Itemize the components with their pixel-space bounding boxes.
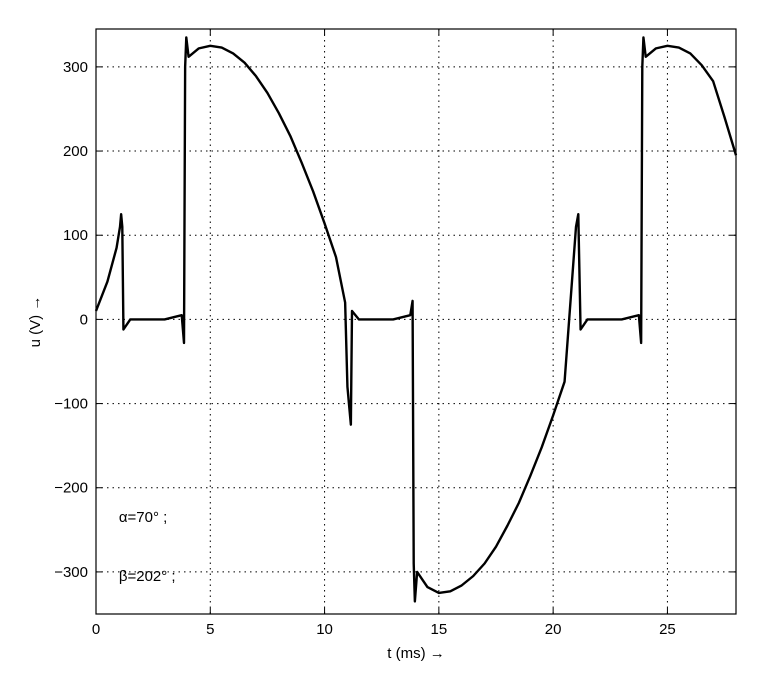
annotation-label: α=70° ; [119, 509, 167, 526]
y-tick-label: 300 [63, 59, 88, 76]
y-tick-label: −300 [54, 564, 88, 581]
y-tick-label: 200 [63, 143, 88, 160]
series-layer [94, 36, 738, 603]
x-tick-label: 15 [431, 621, 448, 638]
tick-layer: 0 5 10 15 20 25 −300 −200 −100 0 100 200 300 [54, 29, 736, 638]
x-axis-label: t (ms) → [387, 645, 445, 662]
x-tick-label: 5 [206, 621, 214, 638]
annotation-label: β=202° ; [119, 568, 176, 585]
y-tick-label: −100 [54, 396, 88, 413]
x-tick-label: 20 [545, 621, 562, 638]
series-line [94, 36, 738, 603]
annotation-layer: α=70° ; β=202° ; [119, 509, 176, 585]
x-tick-label: 25 [659, 621, 676, 638]
plot-frame [95, 28, 737, 615]
x-tick-label: 10 [316, 621, 333, 638]
y-tick-label: 0 [80, 311, 88, 328]
y-axis-label: u (V) → [27, 296, 44, 348]
y-tick-label: −200 [54, 480, 88, 497]
y-tick-label: 100 [63, 227, 88, 244]
x-tick-label: 0 [92, 621, 100, 638]
